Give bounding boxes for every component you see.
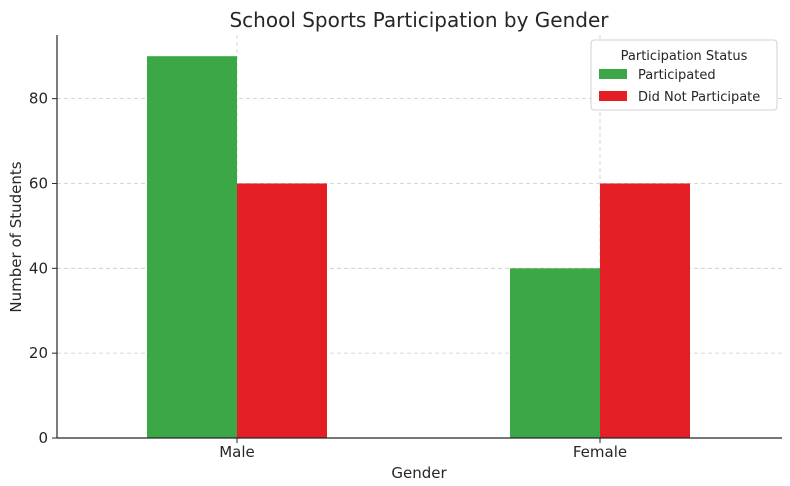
bar-male-participated xyxy=(147,56,237,439)
bar-female-participated xyxy=(510,268,600,438)
y-axis-label: Number of Students xyxy=(7,161,25,312)
y-tick-label-60: 60 xyxy=(29,174,48,192)
bar-female-did-not-participate xyxy=(600,183,690,438)
legend-box xyxy=(590,39,778,111)
legend: Participation Status Participated Did No… xyxy=(590,39,778,111)
x-tick-label-female: Female xyxy=(573,443,627,461)
y-tick-label-40: 40 xyxy=(29,259,48,277)
legend-swatch-did-not-participate xyxy=(599,91,627,101)
legend-title: Participation Status xyxy=(621,49,748,64)
legend-label-did-not-participate: Did Not Participate xyxy=(638,90,760,105)
bars xyxy=(147,56,690,439)
legend-swatch-participated xyxy=(599,69,627,79)
chart-title: School Sports Participation by Gender xyxy=(229,8,609,32)
x-tick-label-male: Male xyxy=(219,443,255,461)
y-tick-label-80: 80 xyxy=(29,90,48,108)
bar-male-did-not-participate xyxy=(237,183,327,438)
axes xyxy=(56,35,782,439)
x-axis-label: Gender xyxy=(391,464,447,482)
x-ticks: Male Female xyxy=(219,438,627,461)
y-tick-label-0: 0 xyxy=(38,429,48,447)
legend-label-participated: Participated xyxy=(638,68,716,83)
y-tick-label-20: 20 xyxy=(29,344,48,362)
y-ticks: 0 20 40 60 80 xyxy=(29,90,57,447)
